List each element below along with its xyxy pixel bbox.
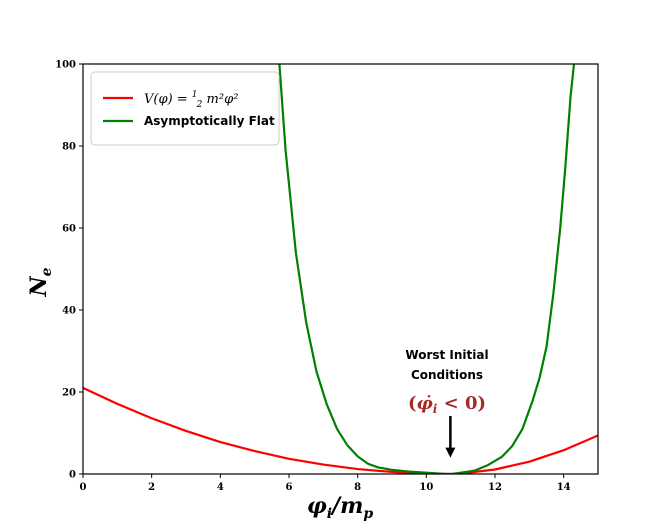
legend-frac-num: 1 <box>192 90 198 100</box>
legend-box <box>90 71 280 146</box>
x-axis-label: φi/mp <box>307 493 374 522</box>
x-tick-label: 10 <box>419 482 433 493</box>
y-tick-label: 100 <box>55 60 76 71</box>
y-tick-label: 80 <box>62 142 76 153</box>
x-tick-label: 12 <box>488 482 502 493</box>
y-tick-label: 0 <box>69 470 76 481</box>
x-tick-label: 0 <box>80 482 87 493</box>
legend: V(φ) = 1 2 m²φ² Asymptotically Flat <box>90 71 280 146</box>
y-tick-label: 40 <box>62 306 76 317</box>
annotation-line1: Worst Initial <box>405 348 488 362</box>
y-tick-label: 60 <box>62 224 76 235</box>
x-tick-label: 2 <box>148 482 155 493</box>
annotation-line2: Conditions <box>411 368 483 382</box>
series-line-quadratic <box>83 386 598 474</box>
legend-label-asymptotic: Asymptotically Flat <box>144 114 275 128</box>
x-tick-label: 4 <box>217 482 224 493</box>
y-tick-label: 20 <box>62 388 76 399</box>
legend-frac-den: 2 <box>196 100 203 110</box>
x-tick-label: 14 <box>557 482 571 493</box>
x-tick-label: 8 <box>354 482 361 493</box>
annotation: Worst Initial Conditions (φ̇i < 0) <box>405 348 489 458</box>
annotation-math: (φ̇i < 0) <box>408 393 486 416</box>
plot-frame <box>82 63 599 475</box>
y-axis-label: Ne <box>26 267 55 297</box>
x-tick-label: 6 <box>286 482 293 493</box>
legend-label-quadratic: V(φ) = 1 2 m²φ² <box>144 86 238 111</box>
annotation-arrow-head <box>445 447 456 458</box>
